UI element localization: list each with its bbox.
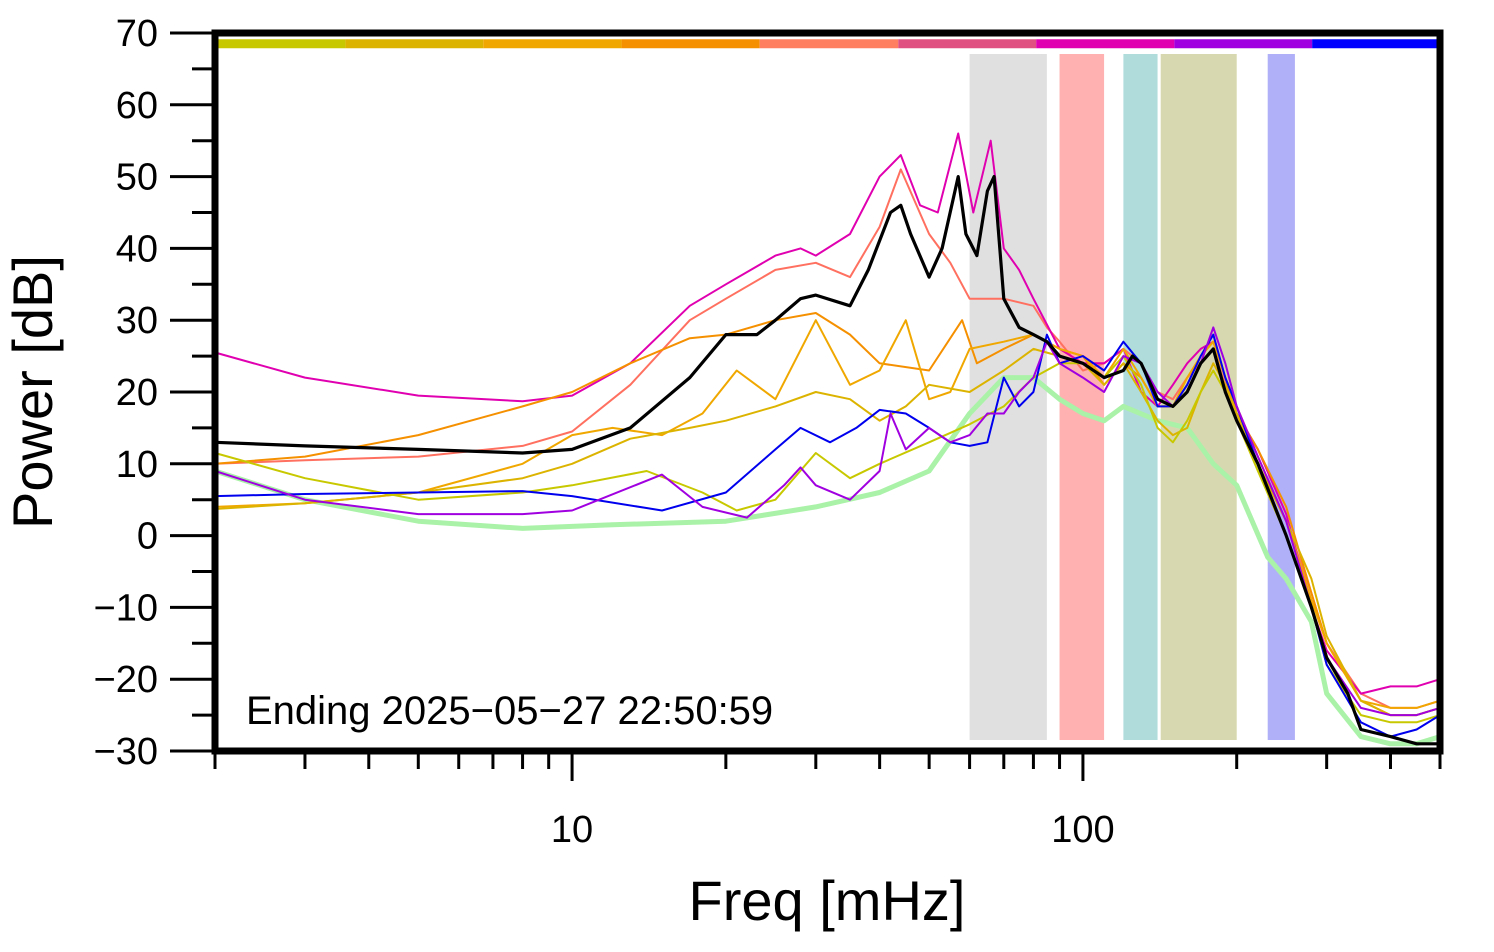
axis-ticks — [170, 31, 1442, 781]
y-tick-label: −20 — [94, 659, 158, 701]
series-line-4 — [214, 319, 1441, 709]
x-tick-label: 10 — [551, 809, 593, 851]
y-tick-label: 20 — [116, 372, 158, 414]
series-line-2 — [214, 132, 1441, 695]
ending-annotation: Ending 2025−05−27 22:50:59 — [246, 689, 773, 733]
band-4 — [1267, 54, 1295, 740]
series-line-8 — [214, 326, 1441, 717]
y-tick-label: 70 — [116, 13, 158, 55]
x-tick-label: 100 — [1051, 809, 1114, 851]
y-axis-title: Power [dB] — [1, 255, 64, 529]
series-line-9 — [213, 175, 1442, 746]
series-line-3 — [214, 312, 1441, 717]
y-tick-label: −10 — [94, 587, 158, 629]
plot-frame — [211, 29, 1444, 755]
band-1 — [1059, 54, 1105, 740]
series-lines — [212, 132, 1443, 747]
frequency-bands — [969, 54, 1295, 740]
x-axis-title: Freq [mHz] — [689, 869, 966, 932]
y-tick-label: 0 — [137, 516, 158, 558]
y-tick-label: 30 — [116, 300, 158, 342]
y-tick-label: −30 — [94, 731, 158, 773]
y-tick-label: 40 — [116, 228, 158, 270]
y-tick-label: 50 — [116, 157, 158, 199]
series-line-0 — [212, 375, 1443, 747]
y-tick-label: 60 — [116, 85, 158, 127]
band-0 — [969, 54, 1047, 740]
y-tick-label: 10 — [116, 444, 158, 486]
series-line-6 — [214, 355, 1441, 724]
